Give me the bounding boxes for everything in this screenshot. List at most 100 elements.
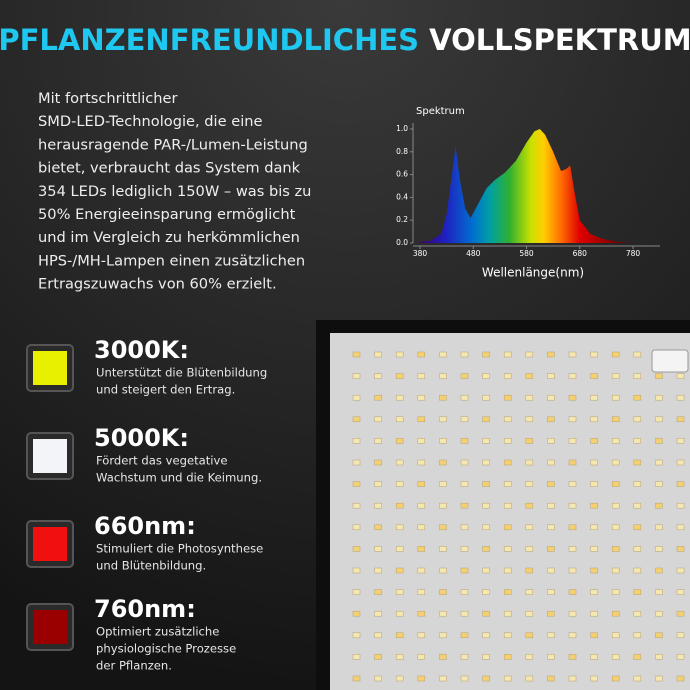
led bbox=[503, 416, 512, 423]
led bbox=[460, 373, 469, 379]
led bbox=[547, 610, 555, 617]
led bbox=[374, 610, 382, 617]
led bbox=[525, 438, 534, 444]
led bbox=[374, 394, 382, 401]
led bbox=[590, 394, 598, 401]
led bbox=[374, 373, 382, 379]
led bbox=[676, 632, 685, 639]
led bbox=[568, 459, 577, 466]
led bbox=[460, 546, 469, 552]
led bbox=[547, 567, 555, 574]
description-line: Ertragszuwachs von 60% erzielt. bbox=[38, 276, 277, 293]
feature-text: Stimuliert die Photosynthese bbox=[96, 542, 263, 556]
led bbox=[633, 351, 642, 358]
led bbox=[352, 567, 361, 574]
color-swatch bbox=[33, 439, 67, 473]
led bbox=[611, 610, 620, 617]
feature-text: und steigert den Ertrag. bbox=[96, 383, 235, 397]
led bbox=[633, 632, 642, 639]
led bbox=[352, 502, 361, 509]
led bbox=[568, 524, 577, 531]
led bbox=[568, 610, 577, 617]
description-line: Mit fortschrittlicher bbox=[38, 90, 178, 107]
led bbox=[503, 459, 512, 466]
led bbox=[395, 589, 404, 595]
led bbox=[439, 416, 447, 423]
led bbox=[374, 438, 382, 444]
led bbox=[633, 416, 642, 423]
led bbox=[395, 459, 404, 466]
led bbox=[676, 416, 685, 423]
led bbox=[482, 502, 490, 509]
led bbox=[374, 546, 382, 552]
led bbox=[374, 524, 382, 531]
led bbox=[525, 481, 534, 487]
led bbox=[482, 546, 490, 552]
led bbox=[503, 546, 512, 552]
led bbox=[374, 416, 382, 423]
led bbox=[374, 481, 382, 487]
led bbox=[352, 438, 361, 444]
led bbox=[395, 610, 404, 617]
led bbox=[352, 481, 361, 487]
led bbox=[352, 459, 361, 466]
led bbox=[590, 654, 598, 660]
led bbox=[525, 502, 534, 509]
led bbox=[503, 351, 512, 358]
led bbox=[352, 632, 361, 639]
led bbox=[547, 459, 555, 466]
description-line: bietet, verbraucht das System dank bbox=[38, 160, 301, 177]
led bbox=[611, 481, 620, 487]
led bbox=[439, 524, 447, 531]
feature-text: Unterstützt die Blütenbildung bbox=[96, 366, 267, 380]
led bbox=[590, 351, 598, 358]
led bbox=[633, 459, 642, 466]
led bbox=[482, 438, 490, 444]
description-line: 50% Energieeinsparung ermöglicht bbox=[38, 206, 296, 223]
led bbox=[395, 524, 404, 531]
feature-text: der Pflanzen. bbox=[96, 659, 172, 673]
led bbox=[417, 546, 426, 552]
led bbox=[676, 654, 685, 660]
led bbox=[503, 481, 512, 487]
led bbox=[417, 675, 426, 682]
led bbox=[503, 394, 512, 401]
led bbox=[655, 567, 663, 574]
led bbox=[352, 589, 361, 595]
led bbox=[655, 373, 663, 379]
led bbox=[503, 502, 512, 509]
led bbox=[482, 394, 490, 401]
led bbox=[482, 351, 490, 358]
led bbox=[547, 632, 555, 639]
led bbox=[547, 654, 555, 660]
led bbox=[352, 546, 361, 552]
led bbox=[439, 546, 447, 552]
led bbox=[439, 654, 447, 660]
led bbox=[417, 502, 426, 509]
led bbox=[547, 394, 555, 401]
led bbox=[417, 394, 426, 401]
color-swatch bbox=[33, 351, 67, 385]
led bbox=[395, 632, 404, 639]
led bbox=[417, 524, 426, 531]
led bbox=[611, 675, 620, 682]
led bbox=[547, 481, 555, 487]
led bbox=[633, 675, 642, 682]
led bbox=[417, 481, 426, 487]
led bbox=[525, 416, 534, 423]
led bbox=[676, 675, 685, 682]
led bbox=[547, 351, 555, 358]
led bbox=[547, 589, 555, 595]
led bbox=[633, 524, 642, 531]
led bbox=[460, 524, 469, 531]
led bbox=[460, 394, 469, 401]
led bbox=[482, 373, 490, 379]
title-part: VOLLSPEKTRUM bbox=[429, 23, 690, 57]
led bbox=[655, 589, 663, 595]
led bbox=[547, 502, 555, 509]
led bbox=[655, 654, 663, 660]
feature-text: Wachstum und die Keimung. bbox=[96, 471, 262, 485]
led bbox=[395, 416, 404, 423]
led bbox=[633, 373, 642, 379]
led bbox=[417, 438, 426, 444]
